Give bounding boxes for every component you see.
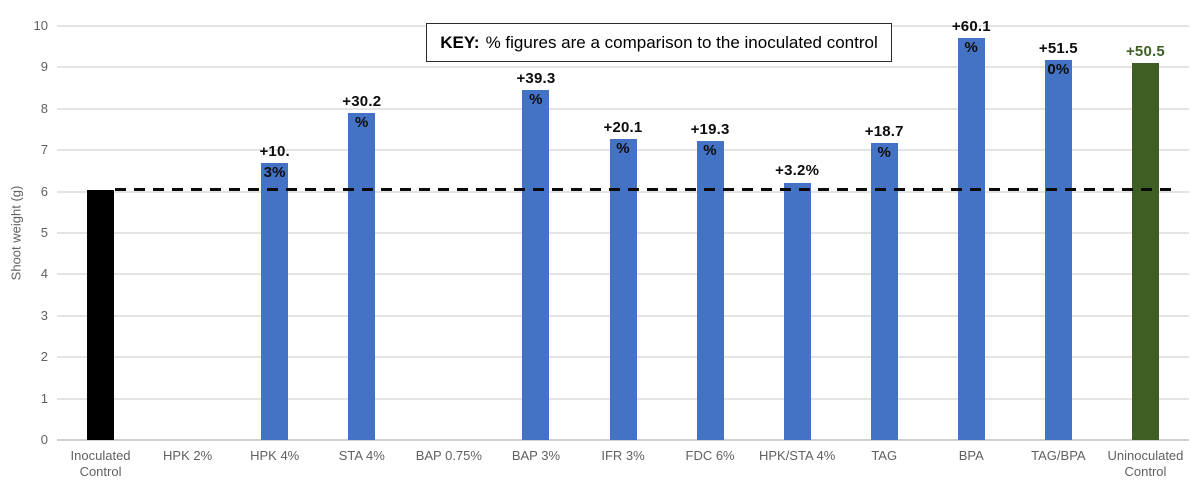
x-tick-label-bap-3: BAP 3% — [511, 448, 561, 463]
x-tick-label-hpk-2: HPK 2% — [163, 448, 213, 463]
key-annotation-prefix: KEY: — [440, 32, 480, 52]
control-reference-line — [115, 188, 1177, 192]
data-label-line: +60.1 — [951, 18, 991, 36]
data-label-tag-bpa: +51.5 0% — [998, 38, 1118, 80]
x-tick-label-bap-0-75: BAP 0.75% — [415, 448, 482, 463]
y-tick-label: 4 — [40, 266, 48, 282]
x-tick-label-sta-4: STA 4% — [338, 448, 385, 463]
data-label-line: +18.7 — [864, 122, 904, 140]
y-tick-label: 9 — [40, 59, 48, 75]
bar-tag — [870, 142, 898, 440]
y-tick-label: 8 — [40, 100, 48, 116]
x-tick-label-uninoculated-control: Uninoculated Control — [1107, 448, 1184, 479]
data-label-line: +39.3 — [516, 70, 556, 88]
data-label-line: 0% — [1047, 60, 1070, 78]
bar-inoculated-control — [87, 189, 115, 440]
key-annotation-box: KEY: % figures are a comparison to the i… — [426, 23, 892, 62]
data-label-hpk-4: +10. 3% — [215, 141, 335, 183]
gridline — [57, 107, 1189, 110]
data-label-line: +3.2% — [775, 162, 820, 180]
data-label-line: +30.2 — [342, 92, 382, 110]
data-label-line: +10. — [259, 142, 290, 160]
data-label-line: 3% — [263, 163, 286, 181]
key-annotation-text: % figures are a comparison to the inocul… — [485, 32, 878, 52]
data-label-line: +51.5 — [1038, 39, 1078, 57]
y-tick-label: 10 — [33, 18, 48, 33]
data-label-line: % — [529, 91, 543, 109]
y-tick-label: 2 — [40, 349, 48, 365]
x-tick-label-tag-bpa: TAG/BPA — [1031, 448, 1086, 463]
data-label-bap-3: +39.3% — [476, 68, 596, 110]
gridline — [57, 66, 1189, 69]
data-label-line: % — [877, 143, 891, 161]
data-label-line: +20.1 — [603, 119, 643, 137]
x-tick-label-inoculated-control: Inoculated Control — [70, 448, 131, 479]
data-label-tag: +18.7% — [824, 121, 944, 163]
data-label-line: +19.3 — [690, 121, 730, 139]
x-tick-label-ifr-3: IFR 3% — [601, 448, 645, 463]
x-tick-label-hpk-sta-4: HPK/STA 4% — [758, 448, 836, 463]
data-label-line: % — [964, 39, 979, 57]
bar-fdc-6 — [696, 141, 724, 440]
bar-hpk-sta-4 — [783, 182, 811, 440]
y-tick-label: 5 — [40, 225, 48, 240]
bar-bpa — [957, 38, 985, 440]
data-label-line: % — [354, 113, 369, 131]
bar-uninoculated-control — [1131, 62, 1159, 440]
y-tick-label: 6 — [40, 183, 48, 199]
bar-tag-bpa — [1044, 59, 1072, 440]
bar-ifr-3 — [609, 139, 637, 440]
x-tick-label-hpk-4: HPK 4% — [250, 448, 300, 463]
data-label-bpa: +60.1% — [911, 16, 1031, 58]
data-label-line: % — [703, 142, 717, 160]
data-label-hpk-sta-4: +3.2% — [737, 160, 857, 181]
bar-bap-3 — [522, 90, 550, 440]
y-tick-label: 7 — [40, 142, 48, 158]
data-label-uninoculated-control: +50.5 — [1085, 41, 1200, 62]
x-tick-label-fdc-6: FDC 6% — [685, 448, 735, 463]
data-label-line: +50.5 — [1125, 42, 1165, 60]
data-label-sta-4: +30.2% — [302, 91, 422, 133]
y-tick-label: 3 — [40, 307, 48, 323]
x-tick-label-bpa: BPA — [958, 448, 984, 463]
data-label-fdc-6: +19.3% — [650, 119, 770, 161]
data-label-ifr-3: +20.1% — [563, 117, 683, 159]
y-tick-label: 0 — [40, 432, 48, 447]
x-tick-label-tag: TAG — [871, 448, 898, 463]
bar-hpk-4 — [261, 162, 289, 440]
x-axis-line — [57, 439, 1189, 441]
y-tick-label: 1 — [40, 390, 48, 406]
data-label-line: % — [616, 140, 630, 158]
bar-sta-4 — [348, 112, 376, 440]
